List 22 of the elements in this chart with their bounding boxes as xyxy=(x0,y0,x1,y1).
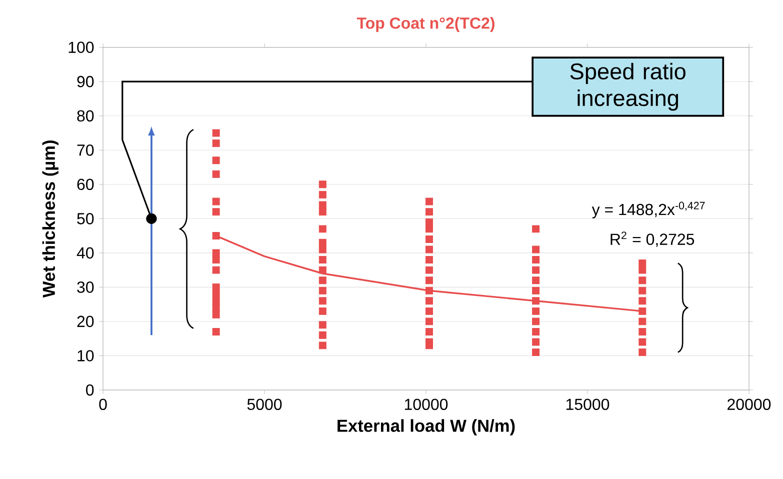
y-tick-label: 20 xyxy=(77,316,94,328)
x-tick-label: 10000 xyxy=(404,398,448,410)
x-axis-title: External load W (N/m) xyxy=(338,419,515,436)
y-tick-label: 80 xyxy=(77,110,94,122)
chart-title: Top Coat n°2(TC2) xyxy=(356,17,494,32)
annotation: y = 1488,2x$^{-0,427}$ xyxy=(592,202,705,218)
y-tick-label: 0 xyxy=(86,384,94,396)
y-axis-title: Wet thickness (µm) xyxy=(42,140,58,298)
y-tick-label: 50 xyxy=(77,213,94,224)
annotation: R$^{2}$ = 0,2725 xyxy=(610,232,694,247)
x-tick-label: 15000 xyxy=(566,398,610,410)
y-tick-label: 100 xyxy=(68,42,94,53)
y-tick-label: 40 xyxy=(76,247,94,259)
y-tick-label: 30 xyxy=(77,282,94,293)
y-tick-label: 90 xyxy=(77,76,94,88)
y-tick-label: 60 xyxy=(77,178,94,190)
annotation: Speed ratio increasing xyxy=(570,62,686,111)
y-tick-label: 70 xyxy=(77,144,94,156)
x-tick-label: 20000 xyxy=(728,398,771,410)
x-tick-label: 5000 xyxy=(247,398,282,410)
x-tick-label: 0 xyxy=(99,398,107,410)
y-tick-label: 10 xyxy=(78,350,94,362)
